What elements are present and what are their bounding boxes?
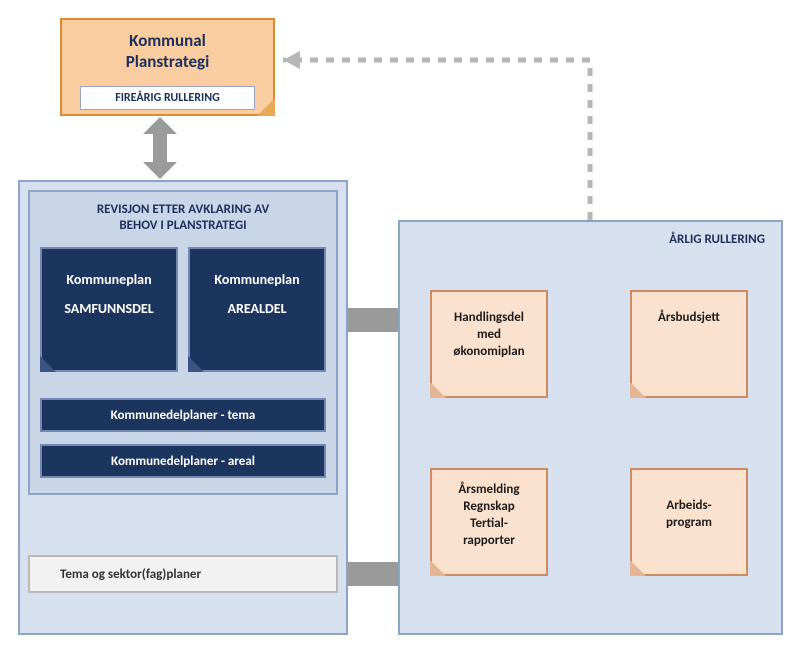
top-note: Kommunal Planstrategi FIREÅRIG RULLERING — [60, 18, 275, 116]
navy-bar-areal: Kommunedelplaner - areal — [40, 444, 326, 478]
navy-right-line1: Kommuneplan — [190, 249, 324, 288]
peach-br-l2: program — [632, 515, 746, 532]
planning-diagram: Kommunal Planstrategi FIREÅRIG RULLERING… — [0, 0, 807, 649]
fold-icon — [630, 560, 646, 576]
left-title-1: REVISJON ETTER AVKLARING AV — [30, 192, 336, 218]
peach-br-l1: Arbeids- — [632, 498, 746, 515]
peach-bl-l1: Årsmelding — [432, 482, 546, 499]
peach-arsbudsjett: Årsbudsjett — [630, 290, 748, 398]
peach-tl-l1: Handlingsdel — [432, 310, 546, 327]
navy-note-samfunnsdel: Kommuneplan SAMFUNNSDEL — [40, 247, 178, 372]
peach-tl-l2: med — [432, 327, 546, 344]
fold-icon — [257, 98, 275, 116]
navy-left-line1: Kommuneplan — [42, 249, 176, 288]
navy-right-line2: AREALDEL — [190, 288, 324, 317]
peach-tr-l1: Årsbudsjett — [632, 310, 746, 327]
fold-icon — [430, 560, 446, 576]
navy-left-line2: SAMFUNNSDEL — [42, 288, 176, 317]
navy-bar-tema: Kommunedelplaner - tema — [40, 398, 326, 432]
gray-bar-tema-sektor: Tema og sektor(fag)planer — [28, 555, 338, 593]
fold-icon — [40, 356, 56, 372]
top-note-line2: Planstrategi — [62, 51, 273, 72]
peach-bl-l4: rapporter — [432, 533, 546, 550]
right-panel-title: ÅRLIG RULLERING — [669, 232, 765, 247]
peach-bl-l3: Tertial- — [432, 516, 546, 533]
peach-bl-l2: Regnskap — [432, 499, 546, 516]
peach-tl-l3: økonomiplan — [432, 344, 546, 361]
peach-arbeidsprogram: Arbeids- program — [630, 468, 748, 576]
top-note-line1: Kommunal — [62, 20, 273, 51]
navy-note-arealdel: Kommuneplan AREALDEL — [188, 247, 326, 372]
fold-icon — [630, 382, 646, 398]
peach-handlingsdel: Handlingsdel med økonomiplan — [430, 290, 548, 398]
left-title-2: BEHOV I PLANSTRATEGI — [30, 218, 336, 234]
fold-icon — [430, 382, 446, 398]
peach-arsmelding: Årsmelding Regnskap Tertial- rapporter — [430, 468, 548, 576]
fold-icon — [188, 356, 204, 372]
top-note-badge: FIREÅRIG RULLERING — [80, 86, 255, 110]
